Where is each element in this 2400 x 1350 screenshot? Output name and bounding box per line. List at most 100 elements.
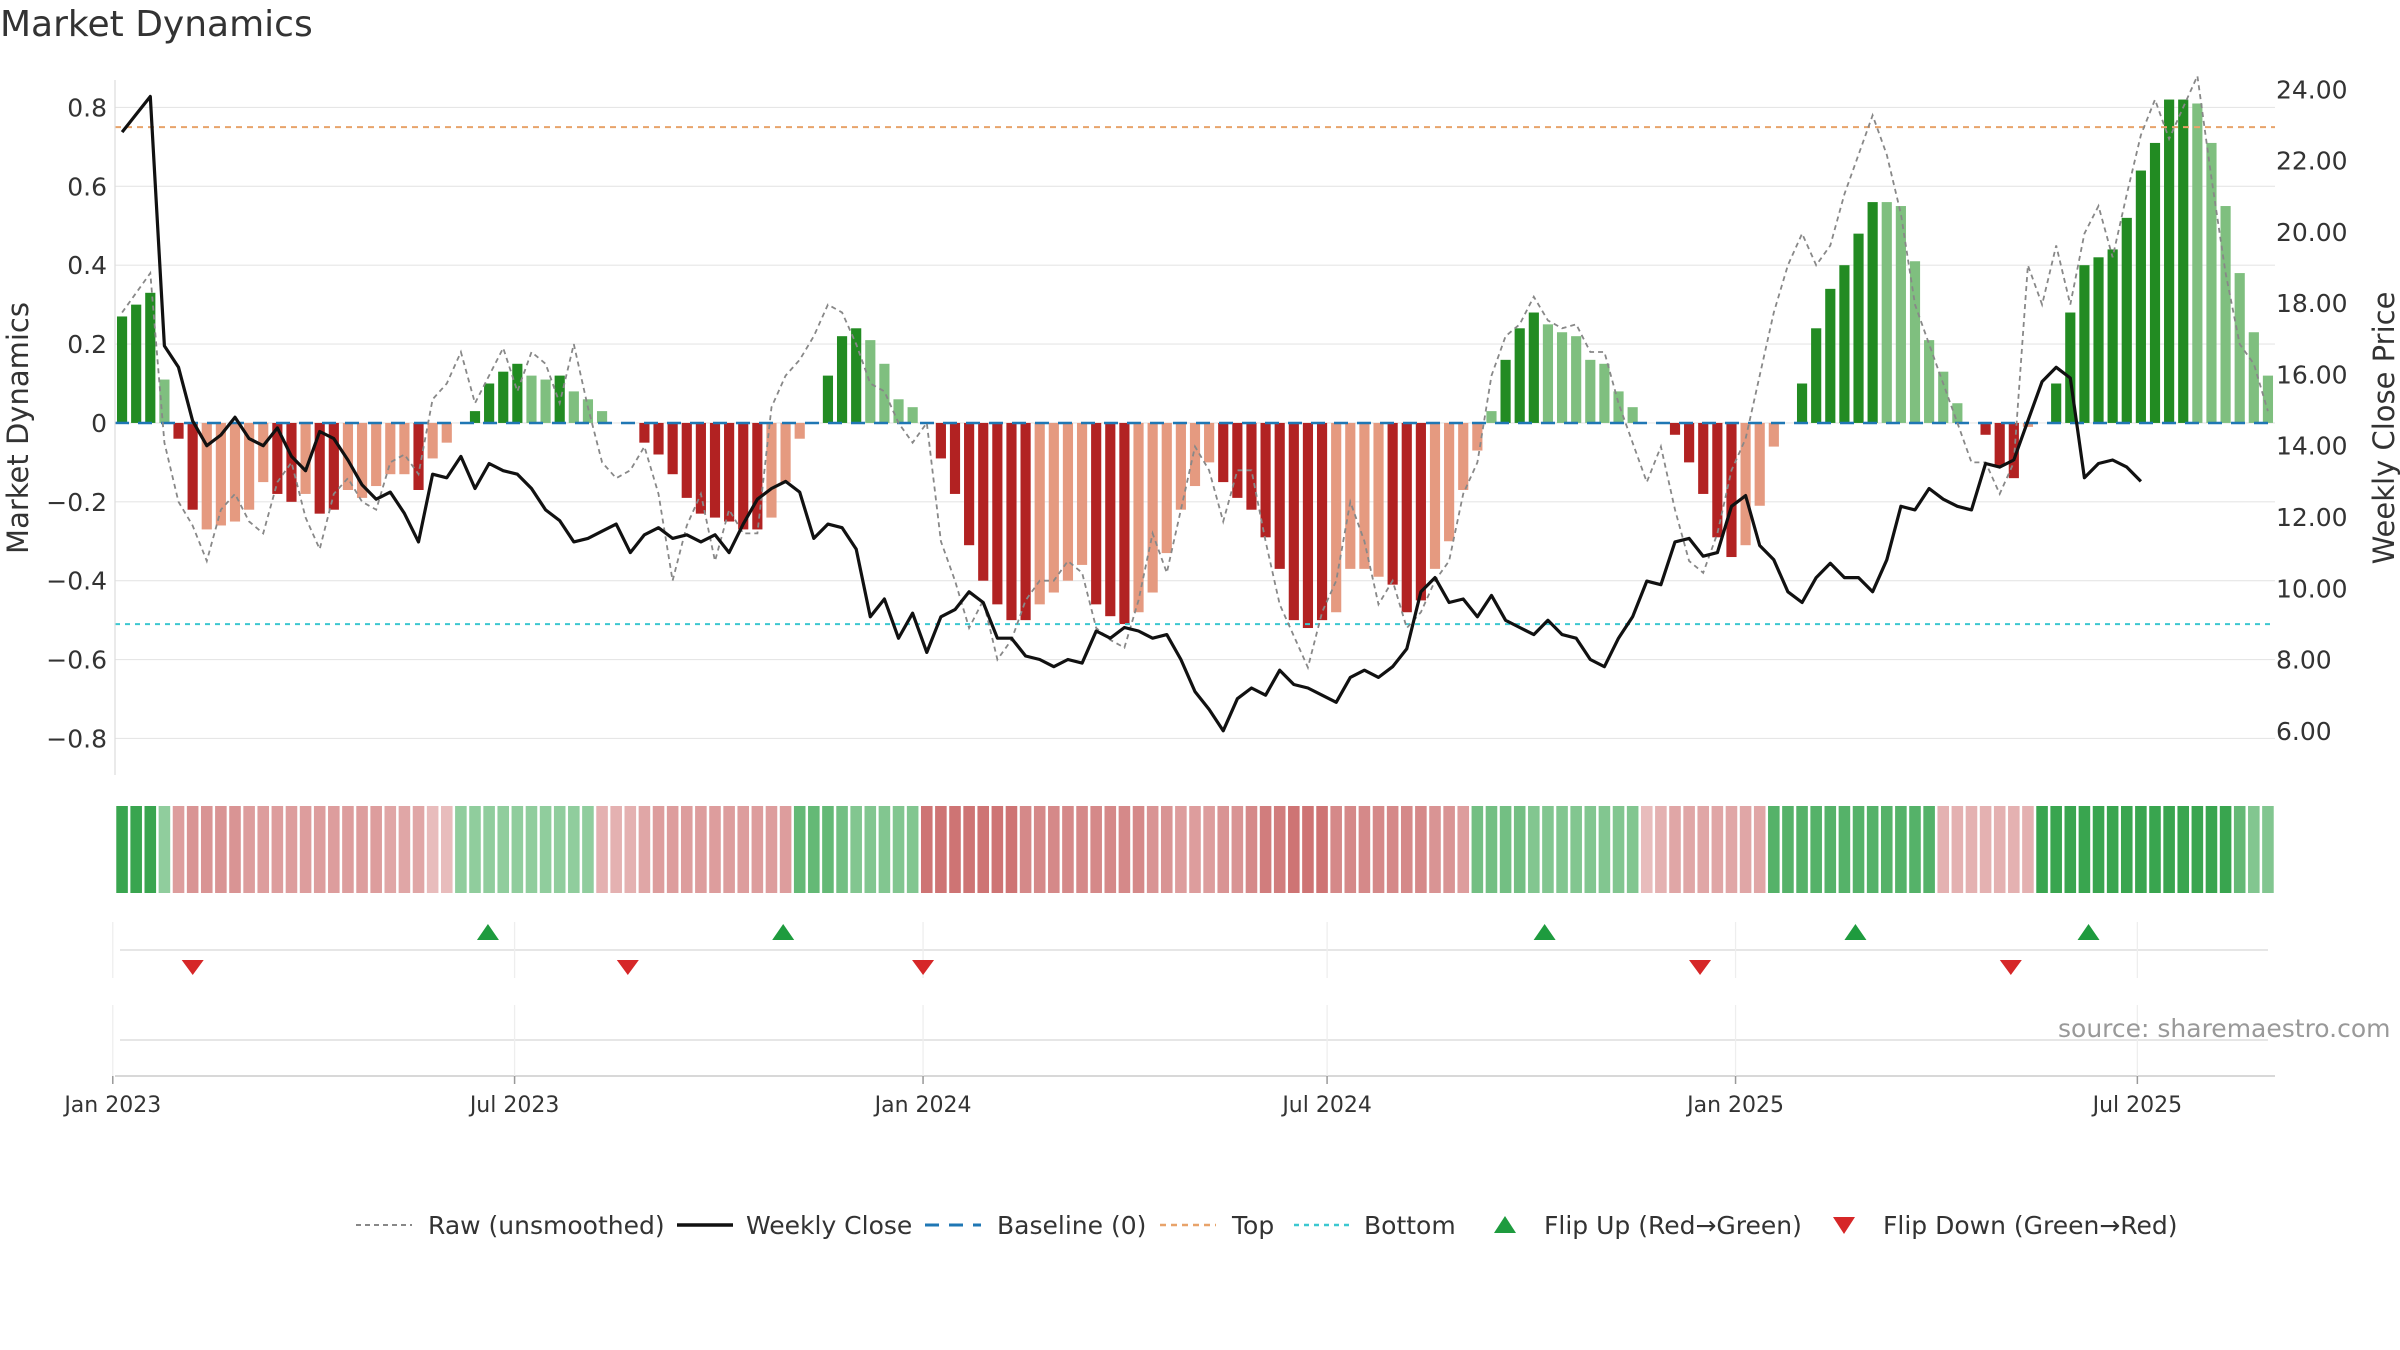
strip-cell <box>1655 806 1667 893</box>
left-tick-label: −0.2 <box>46 488 107 517</box>
left-tick-label: 0.2 <box>67 330 107 359</box>
raw-line <box>121 72 2269 671</box>
strip-cell <box>624 806 637 893</box>
strip-cell <box>1528 806 1540 893</box>
bar <box>356 422 368 498</box>
strip-cell <box>1415 806 1427 893</box>
strip-cell <box>1810 806 1822 893</box>
strip-cell <box>1838 806 1851 893</box>
legend-label: Top <box>1231 1211 1274 1240</box>
strip-cell <box>1852 806 1865 893</box>
bar <box>1246 422 1257 510</box>
close-series <box>120 94 2143 733</box>
strip-cell <box>1909 806 1921 893</box>
strip-cell <box>1203 806 1215 893</box>
strip-cell <box>793 806 806 893</box>
strip-cell <box>2205 806 2218 893</box>
strip-cell <box>1485 806 1498 893</box>
bar <box>1839 265 1850 423</box>
axes: 0.8 0.6 0.4 0.2 0 −0.2 −0.4 −0.6 −0.8 24.00 22.00 2… <box>1 75 2400 775</box>
bar <box>2248 332 2259 423</box>
strip-cell <box>440 806 453 893</box>
strip-cell <box>1443 806 1455 893</box>
strip-cell <box>2106 806 2119 893</box>
bar <box>300 422 311 494</box>
bar <box>201 422 212 530</box>
strip-cell <box>2092 806 2105 893</box>
right-tick-label: 20.00 <box>2276 218 2348 247</box>
bar <box>738 422 749 530</box>
strip-cell <box>2177 806 2190 893</box>
bar <box>116 316 128 423</box>
bar <box>653 422 664 455</box>
bar <box>1204 422 1215 463</box>
flip-up-marker <box>1533 924 1556 940</box>
strip-cell <box>1330 806 1342 893</box>
x-tick-label: Jul 2024 <box>1280 1093 1372 1118</box>
x-tick-label: Jan 2025 <box>1685 1093 1784 1118</box>
bar <box>1613 391 1624 423</box>
strip-cell <box>1937 806 1950 893</box>
left-tick-label: −0.8 <box>46 724 107 753</box>
strip-cell <box>1725 806 1738 893</box>
bar <box>328 422 339 510</box>
bar <box>780 422 791 483</box>
bar <box>836 336 848 423</box>
strip-cell <box>2078 806 2091 893</box>
bar <box>1472 422 1483 451</box>
bar <box>2192 103 2203 423</box>
bar <box>469 411 481 423</box>
bar <box>1020 422 1031 621</box>
bar <box>244 422 255 510</box>
strip-cell <box>1993 806 2006 893</box>
strip-cell <box>2248 806 2260 893</box>
bar <box>2178 99 2189 423</box>
bar <box>879 363 890 423</box>
bar <box>2234 273 2245 423</box>
bar <box>1345 422 1356 569</box>
strip-cell <box>539 806 552 893</box>
strip-cell <box>511 806 524 893</box>
bar <box>1853 233 1864 423</box>
bar <box>1938 371 1949 423</box>
strip-cell <box>1471 806 1484 893</box>
strip-cell <box>299 806 312 893</box>
bar <box>1811 328 1822 423</box>
strip-cell <box>2036 806 2048 893</box>
strip-cell <box>1782 806 1794 893</box>
bar <box>1514 328 1525 423</box>
strip-cell <box>116 806 128 893</box>
bar <box>2093 257 2104 423</box>
strip-cell <box>779 806 792 893</box>
strip-cell <box>2008 806 2020 893</box>
strip-cell <box>737 806 750 893</box>
strip-cell <box>229 806 241 893</box>
legend-label: Baseline (0) <box>997 1211 1146 1240</box>
bar <box>1373 422 1384 577</box>
bar <box>2121 217 2132 423</box>
bar <box>1288 422 1299 621</box>
strip-cell <box>991 806 1004 893</box>
legend-item-close: Weekly Close <box>677 1211 912 1240</box>
strip-cell <box>920 806 933 893</box>
strip-cell <box>525 806 538 893</box>
right-tick-label: 16.00 <box>2276 360 2348 389</box>
bar <box>173 422 184 439</box>
bar <box>1684 422 1695 463</box>
bar <box>1881 202 1892 423</box>
bar <box>582 399 594 423</box>
regime-color-strip <box>116 806 2274 893</box>
bar <box>427 422 438 459</box>
bar <box>907 407 918 423</box>
strip-cell <box>680 806 693 893</box>
bar <box>1133 422 1144 613</box>
strip-cell <box>257 806 270 893</box>
strip-cell <box>666 806 679 893</box>
strip-cell <box>695 806 707 893</box>
strip-cell <box>1302 806 1314 893</box>
bar <box>1571 336 1582 423</box>
legend-label: Flip Down (Green→Red) <box>1883 1211 2178 1240</box>
right-tick-label: 14.00 <box>2276 432 2348 461</box>
strip-cell <box>1951 806 1964 893</box>
strip-cell <box>850 806 862 893</box>
